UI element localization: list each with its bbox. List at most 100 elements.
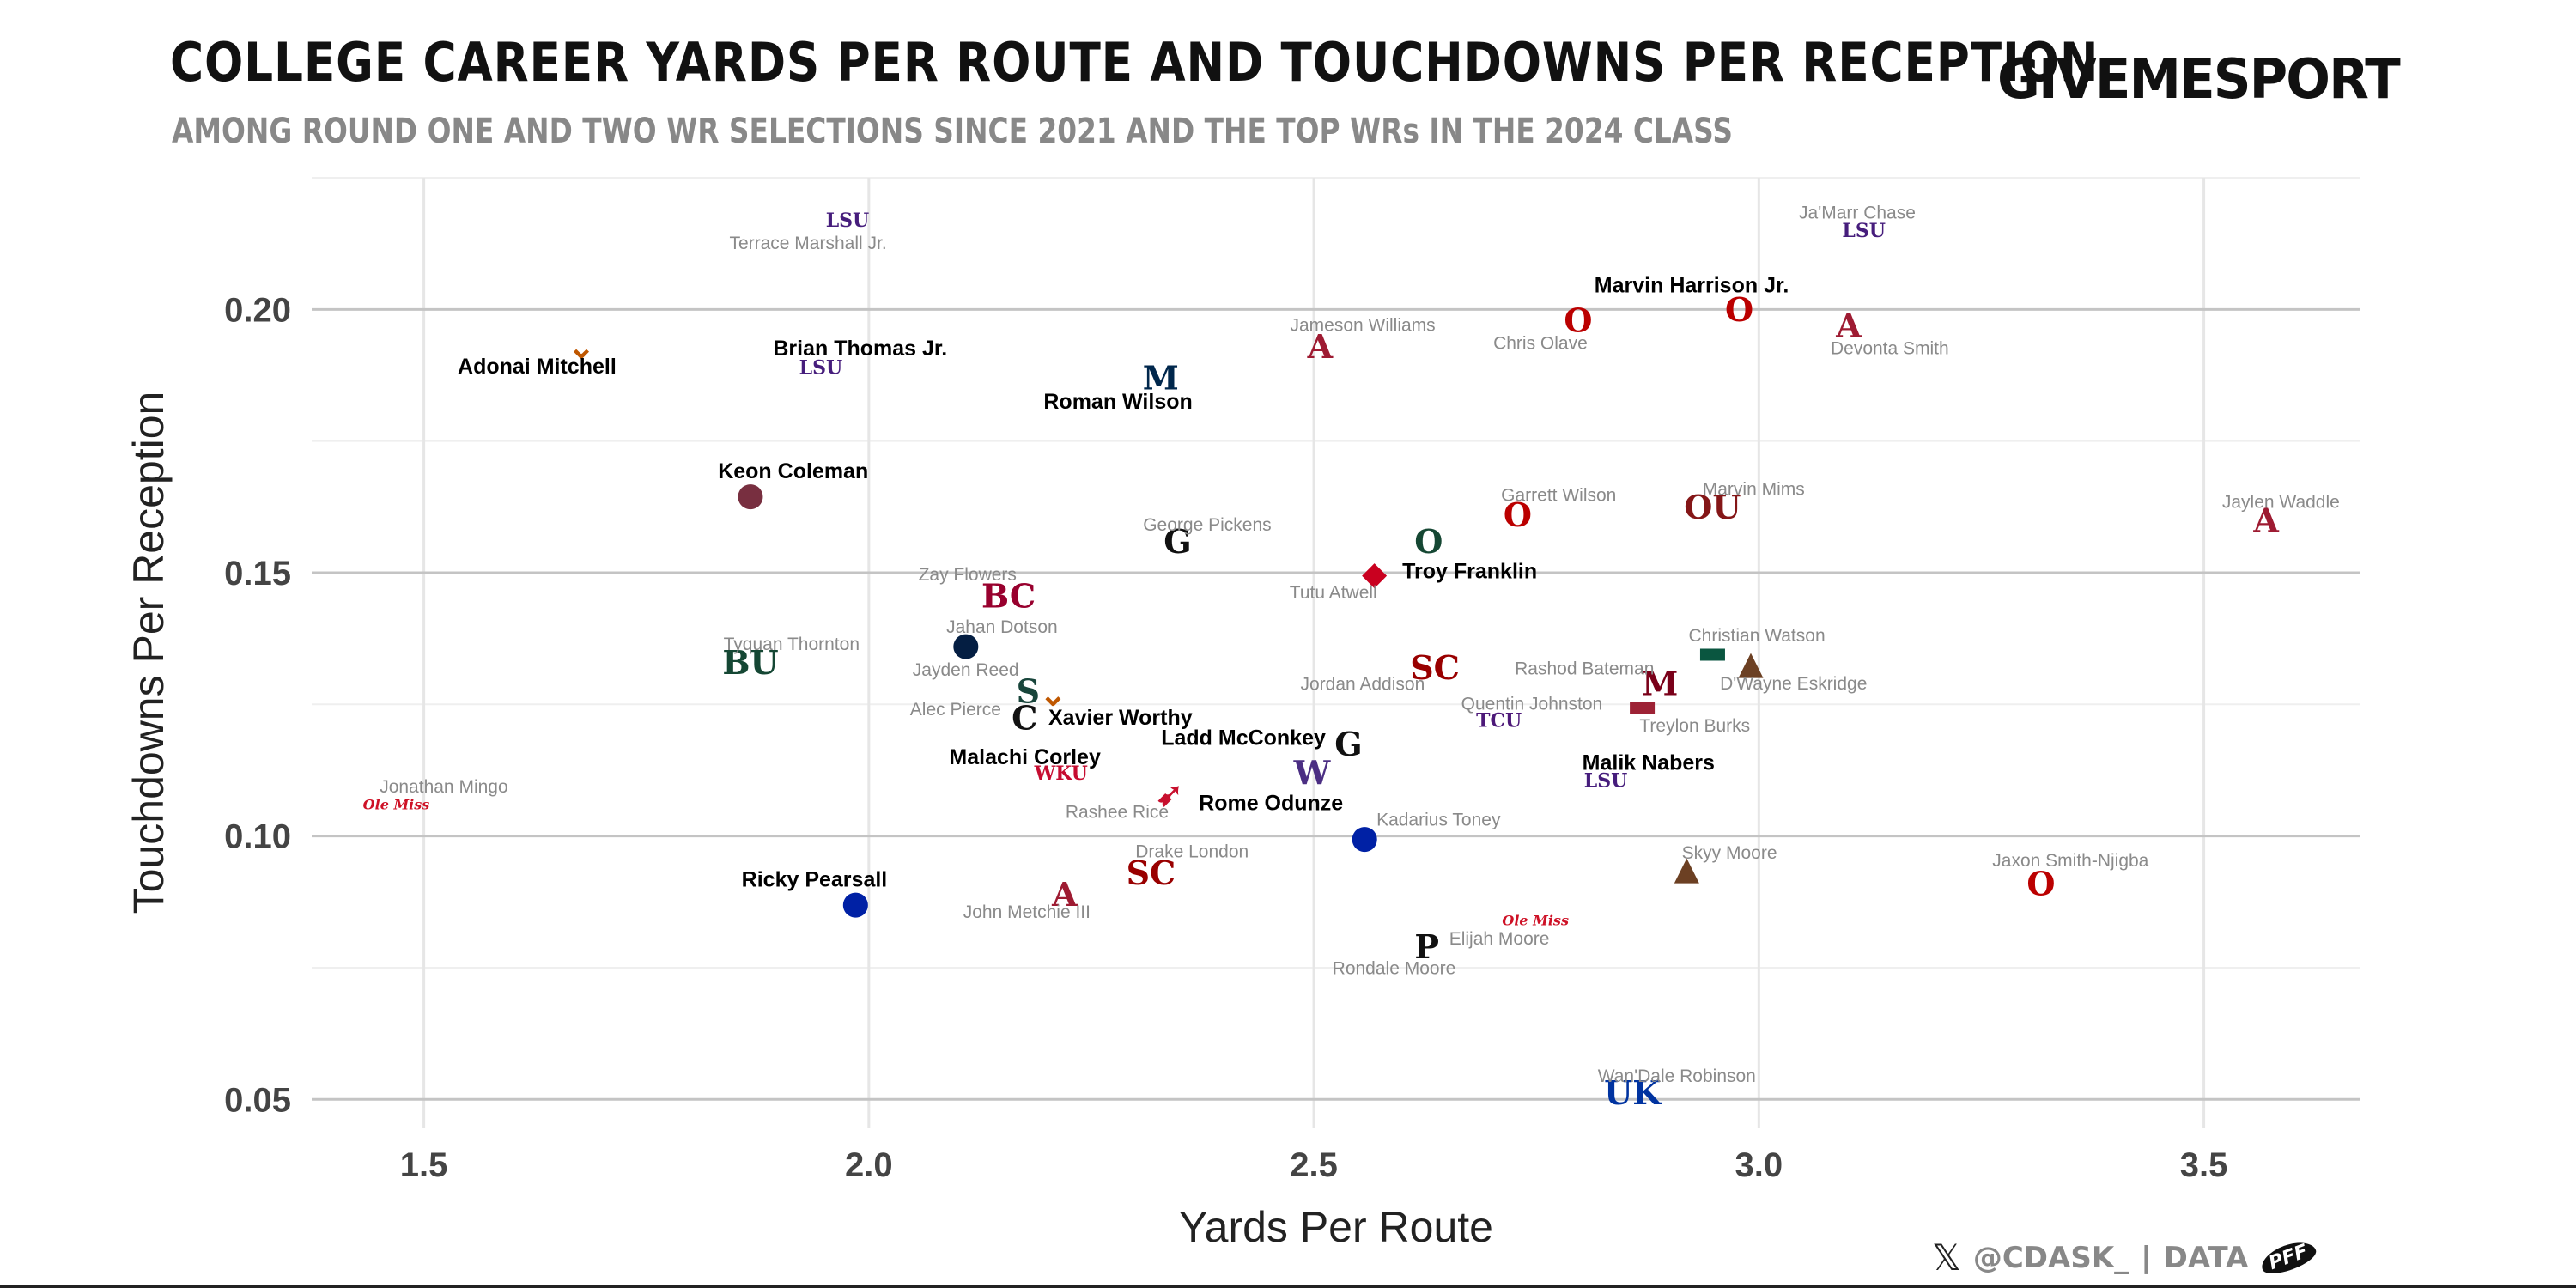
separator: | <box>2141 1240 2152 1275</box>
player-label: Jayden Reed <box>913 660 1019 680</box>
school-logo-icon: A <box>2252 501 2279 539</box>
school-logo-icon: P <box>1414 927 1439 966</box>
school-logo-icon: O <box>1725 290 1753 329</box>
player-label: Jameson Williams <box>1290 315 1435 335</box>
chart-title: COLLEGE CAREER YARDS PER ROUTE AND TOUCH… <box>170 31 2099 94</box>
x-logo-icon: 𝕏 <box>1932 1236 1961 1279</box>
bottom-border <box>0 1285 2576 1288</box>
school-logo-icon: O <box>1504 495 1532 534</box>
data-point: ◆Tutu Atwell <box>1290 554 1388 603</box>
player-label: Wan'Dale Robinson <box>1598 1066 1756 1086</box>
player-label: John Metchie III <box>963 902 1091 922</box>
school-logo-icon: A <box>1835 306 1862 344</box>
school-logo-icon: LSU <box>799 357 843 380</box>
player-label: Roman Wilson <box>1043 390 1192 414</box>
school-logo-icon: LSU <box>1584 770 1628 793</box>
y-tick-label: 0.15 <box>224 555 291 592</box>
x-tick-label: 2.0 <box>845 1146 893 1184</box>
school-logo-icon: OU <box>1684 488 1741 526</box>
player-label: Alec Pierce <box>910 700 1001 720</box>
school-logo-icon: A <box>1307 327 1334 366</box>
school-logo-icon: ⌄ <box>1039 675 1066 714</box>
data-point: ⌄Xavier Worthy <box>1039 675 1192 730</box>
school-logo-icon: BC <box>981 577 1036 616</box>
player-label: Chris Olave <box>1493 333 1588 353</box>
player-label: Adonai Mitchell <box>458 355 617 379</box>
author-handle: @CDASK_ <box>1972 1240 2129 1275</box>
school-logo-icon: C <box>1012 698 1037 737</box>
footer-credit: 𝕏 @CDASK_ | DATA PFF <box>1932 1236 2320 1279</box>
player-label: Marvin Mims <box>1703 479 1805 499</box>
school-logo-icon: O <box>1564 301 1592 339</box>
player-label: Troy Franklin <box>1402 560 1537 584</box>
player-label: D'Wayne Eskridge <box>1720 674 1867 694</box>
school-logo-icon: Ole Miss <box>363 797 430 813</box>
data-point: ▲Skyy Moore <box>1674 843 1777 887</box>
player-label: Devonta Smith <box>1831 339 1949 359</box>
player-label: Kadarius Toney <box>1376 810 1501 829</box>
y-tick-label: 0.10 <box>224 818 291 856</box>
school-logo-icon: SC <box>1127 854 1176 892</box>
axes: 1.5 2.0 2.5 3.0 3.5 0.05 0.10 0.15 0.20 <box>224 291 2227 1184</box>
player-label: Marvin Harrison Jr. <box>1595 274 1789 298</box>
data-point: ➹Rashee Rice <box>1066 775 1183 822</box>
pff-logo-icon: PFF <box>2257 1236 2320 1279</box>
player-label: Christian Watson <box>1689 626 1826 646</box>
school-logo-icon: S <box>1017 672 1040 711</box>
grid <box>312 177 2360 1128</box>
x-tick-label: 3.0 <box>1735 1146 1783 1184</box>
player-label: Rome Odunze <box>1199 791 1343 815</box>
school-logo-icon: LSU <box>1842 220 1886 242</box>
player-label: Zay Flowers <box>919 565 1017 585</box>
data-point: ●Kadarius Toney <box>1351 810 1501 855</box>
school-logo-icon: ● <box>951 624 980 663</box>
player-label: Skyy Moore <box>1682 843 1777 863</box>
school-logo-icon: Ole Miss <box>1502 913 1569 929</box>
player-label: Elijah Moore <box>1449 929 1550 949</box>
data-point: ●Keon Coleman <box>718 459 868 513</box>
school-logo-icon: ● <box>736 475 764 513</box>
school-logo-icon: O <box>2026 864 2055 902</box>
player-label: Ricky Pearsall <box>742 868 888 892</box>
school-logo-icon: ➹ <box>1156 775 1183 813</box>
x-tick-label: 2.5 <box>1290 1146 1338 1184</box>
school-logo-icon: A <box>1051 875 1078 914</box>
school-logo-icon: TCU <box>1476 710 1522 732</box>
data-point: ●Jahan Dotson <box>946 617 1058 663</box>
data-point: LSU Terrace Marshall Jr. <box>729 210 886 253</box>
school-logo-icon: O <box>1414 522 1443 561</box>
school-logo-icon: SC <box>1410 648 1460 687</box>
school-logo-icon: UK <box>1604 1073 1662 1112</box>
school-logo-icon: ● <box>1351 817 1379 855</box>
player-label: Keon Coleman <box>718 459 868 483</box>
school-logo-icon: ▬ <box>1697 633 1728 671</box>
school-logo-icon: ▲ <box>1738 643 1764 682</box>
player-label: Treylon Burks <box>1639 716 1750 736</box>
chart-subtitle: AMONG ROUND ONE AND TWO WR SELECTIONS SI… <box>172 112 1733 151</box>
player-label: Jaxon Smith-Njigba <box>1992 851 2148 871</box>
player-label: Malik Nabers <box>1583 751 1715 775</box>
y-tick-label: 0.05 <box>224 1081 291 1119</box>
player-label: Xavier Worthy <box>1048 706 1193 730</box>
